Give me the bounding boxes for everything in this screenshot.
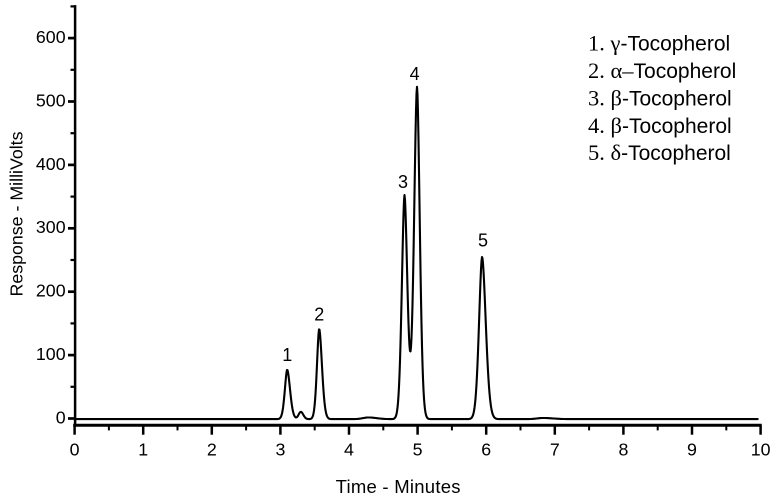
svg-text:Time - Minutes: Time - Minutes xyxy=(336,476,461,497)
svg-text:1: 1 xyxy=(282,345,292,365)
svg-text:2: 2 xyxy=(207,440,217,460)
svg-text:4: 4 xyxy=(410,64,420,84)
svg-text:3: 3 xyxy=(398,172,408,192)
svg-text:5: 5 xyxy=(478,230,488,250)
svg-text:1: 1 xyxy=(138,440,148,460)
svg-text:300: 300 xyxy=(36,217,66,237)
svg-text:Response - MilliVolts: Response - MilliVolts xyxy=(6,131,26,296)
svg-text:400: 400 xyxy=(36,154,66,174)
svg-text:2. α–Tocopherol: 2. α–Tocopherol xyxy=(588,58,736,83)
svg-text:10: 10 xyxy=(751,440,770,460)
svg-text:500: 500 xyxy=(36,90,66,110)
svg-text:0: 0 xyxy=(56,407,66,427)
svg-text:3: 3 xyxy=(275,440,285,460)
svg-text:5: 5 xyxy=(413,440,423,460)
svg-text:600: 600 xyxy=(36,27,66,47)
svg-text:7: 7 xyxy=(550,440,560,460)
svg-text:100: 100 xyxy=(36,344,66,364)
svg-text:5. δ-Tocopherol: 5. δ-Tocopherol xyxy=(588,140,731,165)
svg-text:9: 9 xyxy=(687,440,697,460)
svg-text:1. γ-Tocopherol: 1. γ-Tocopherol xyxy=(588,31,730,56)
svg-text:0: 0 xyxy=(70,440,80,460)
svg-text:4: 4 xyxy=(344,440,354,460)
svg-text:2: 2 xyxy=(314,304,324,324)
svg-text:200: 200 xyxy=(36,281,66,301)
svg-text:6: 6 xyxy=(481,440,491,460)
svg-text:3. β-Tocopherol: 3. β-Tocopherol xyxy=(588,85,732,110)
svg-text:8: 8 xyxy=(618,440,628,460)
svg-text:4. β-Tocopherol: 4. β-Tocopherol xyxy=(588,113,732,138)
